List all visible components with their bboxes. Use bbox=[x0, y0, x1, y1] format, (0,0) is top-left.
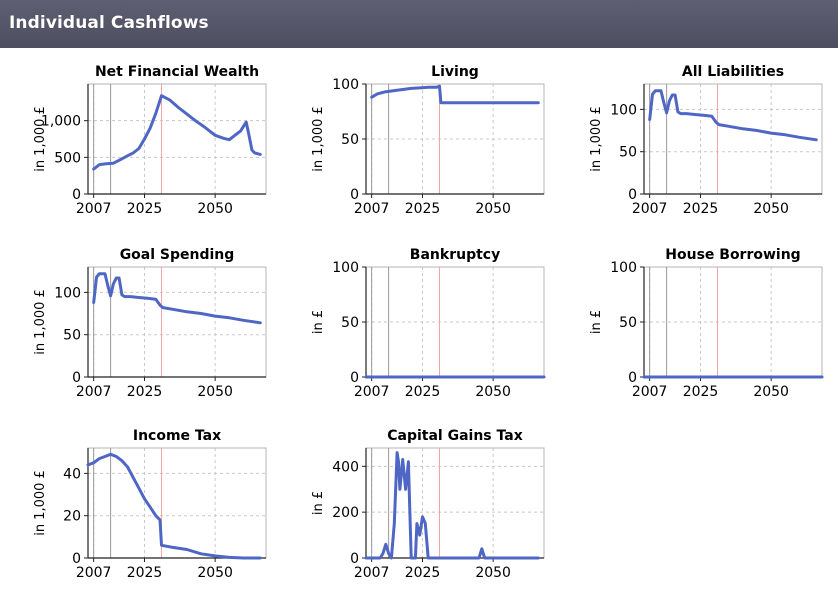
x-tick-label: 2050 bbox=[475, 201, 511, 217]
y-axis-label: in £ bbox=[589, 310, 604, 334]
chart-title: Living bbox=[431, 64, 479, 80]
x-tick-label: 2007 bbox=[76, 565, 112, 581]
x-tick-label: 2025 bbox=[127, 384, 163, 400]
chart-panel-all-liabilities: All Liabilities 0 50 100 2007 2025 2050 in 1,00… bbox=[584, 60, 838, 238]
chart-title: House Borrowing bbox=[665, 247, 800, 263]
x-tick-label: 2050 bbox=[475, 565, 511, 581]
x-tick-label: 2025 bbox=[683, 201, 719, 217]
y-tick-label: 100 bbox=[610, 260, 637, 276]
x-tick-label: 2025 bbox=[405, 201, 441, 217]
y-tick-label: 0 bbox=[350, 370, 359, 386]
x-tick-label: 2025 bbox=[683, 384, 719, 400]
chart-panel-income-tax: Income Tax 0 20 40 2007 2025 2050 in 1,000 £ bbox=[28, 424, 300, 602]
x-tick-label: 2025 bbox=[405, 384, 441, 400]
x-tick-label: 2050 bbox=[197, 201, 233, 217]
y-axis-label: in 1,000 £ bbox=[33, 289, 48, 355]
y-tick-label: 50 bbox=[619, 145, 637, 161]
chart-title: Net Financial Wealth bbox=[95, 64, 259, 80]
page-title: Individual Cashflows bbox=[9, 13, 209, 33]
chart-panel-house-borrowing: House Borrowing 0 50 100 2007 2025 2050 in £ bbox=[584, 243, 838, 421]
series-line bbox=[364, 451, 540, 560]
y-tick-label: 100 bbox=[332, 260, 359, 276]
plot-frame bbox=[87, 447, 267, 559]
y-tick-label: 20 bbox=[63, 509, 81, 525]
y-tick-label: 0 bbox=[72, 370, 81, 386]
y-tick-label: 0 bbox=[628, 187, 637, 203]
chart-title: Bankruptcy bbox=[410, 247, 500, 263]
series-line bbox=[370, 84, 540, 105]
x-tick-label: 2050 bbox=[475, 384, 511, 400]
y-tick-label: 1,000 bbox=[41, 114, 81, 130]
y-axis-label: in £ bbox=[311, 310, 326, 334]
x-tick-label: 2025 bbox=[127, 565, 163, 581]
y-axis-label: in 1,000 £ bbox=[33, 470, 48, 536]
y-axis-label: in 1,000 £ bbox=[589, 106, 604, 172]
x-tick-label: 2025 bbox=[127, 201, 163, 217]
series-line bbox=[86, 452, 262, 560]
y-tick-label: 400 bbox=[332, 459, 359, 475]
series-line bbox=[92, 272, 262, 325]
y-tick-label: 100 bbox=[54, 285, 81, 301]
chart-panel-capital-gains-tax: Capital Gains Tax 0 200 400 2007 2025 2050 in £ bbox=[306, 424, 578, 602]
chart-living: Living 0 50 100 2007 2025 2050 in 1,000 £ bbox=[311, 64, 545, 217]
y-axis-label: in 1,000 £ bbox=[33, 106, 48, 172]
x-tick-label: 2007 bbox=[632, 201, 668, 217]
chart-panel-goal-spending: Goal Spending 0 50 100 2007 2025 2050 in 1,000 … bbox=[28, 243, 300, 421]
chart-income-tax: Income Tax 0 20 40 2007 2025 2050 in 1,000 £ bbox=[33, 428, 267, 581]
x-tick-label: 2007 bbox=[632, 384, 668, 400]
y-tick-label: 0 bbox=[72, 187, 81, 203]
chart-capital-gains-tax: Capital Gains Tax 0 200 400 2007 2025 2050 in £ bbox=[311, 428, 545, 581]
y-tick-label: 50 bbox=[63, 328, 81, 344]
x-tick-label: 2007 bbox=[76, 384, 112, 400]
chart-title: Goal Spending bbox=[120, 247, 235, 263]
x-tick-label: 2007 bbox=[76, 201, 112, 217]
plot-frame bbox=[87, 83, 267, 195]
chart-net-financial-wealth: Net Financial Wealth 0 500 1,000 2007 2025 205… bbox=[33, 64, 267, 217]
chart-house-borrowing: House Borrowing 0 50 100 2007 2025 2050 in £ bbox=[589, 247, 824, 400]
x-tick-label: 2050 bbox=[197, 565, 233, 581]
series-line bbox=[648, 89, 818, 142]
chart-panel-net-financial-wealth: Net Financial Wealth 0 500 1,000 2007 2025 205… bbox=[28, 60, 300, 238]
x-tick-label: 2007 bbox=[354, 384, 390, 400]
y-axis-label: in £ bbox=[311, 491, 326, 515]
chart-panel-bankruptcy: Bankruptcy 0 50 100 2007 2025 2050 in £ bbox=[306, 243, 578, 421]
chart-bankruptcy: Bankruptcy 0 50 100 2007 2025 2050 in £ bbox=[311, 247, 546, 400]
y-tick-label: 100 bbox=[332, 77, 359, 93]
x-tick-label: 2007 bbox=[354, 201, 390, 217]
x-tick-label: 2050 bbox=[753, 384, 789, 400]
x-tick-label: 2050 bbox=[197, 384, 233, 400]
y-tick-label: 50 bbox=[341, 315, 359, 331]
y-tick-label: 0 bbox=[628, 370, 637, 386]
y-axis-label: in 1,000 £ bbox=[311, 106, 326, 172]
y-tick-label: 50 bbox=[619, 315, 637, 331]
y-tick-label: 50 bbox=[341, 132, 359, 148]
chart-title: All Liabilities bbox=[682, 64, 784, 80]
y-tick-label: 100 bbox=[610, 102, 637, 118]
chart-title: Capital Gains Tax bbox=[387, 428, 523, 444]
y-tick-label: 0 bbox=[72, 551, 81, 567]
y-tick-label: 200 bbox=[332, 505, 359, 521]
chart-all-liabilities: All Liabilities 0 50 100 2007 2025 2050 in 1,00… bbox=[589, 64, 823, 217]
y-tick-label: 500 bbox=[54, 150, 81, 166]
chart-goal-spending: Goal Spending 0 50 100 2007 2025 2050 in 1,000 … bbox=[33, 247, 267, 400]
page-header: Individual Cashflows bbox=[0, 0, 838, 48]
series-line bbox=[92, 94, 262, 171]
y-tick-label: 0 bbox=[350, 187, 359, 203]
y-tick-label: 0 bbox=[350, 551, 359, 567]
x-tick-label: 2050 bbox=[753, 201, 789, 217]
chart-title: Income Tax bbox=[133, 428, 221, 444]
y-tick-label: 40 bbox=[63, 466, 81, 482]
x-tick-label: 2007 bbox=[354, 565, 390, 581]
chart-panel-living: Living 0 50 100 2007 2025 2050 in 1,000 £ bbox=[306, 60, 578, 238]
x-tick-label: 2025 bbox=[405, 565, 441, 581]
